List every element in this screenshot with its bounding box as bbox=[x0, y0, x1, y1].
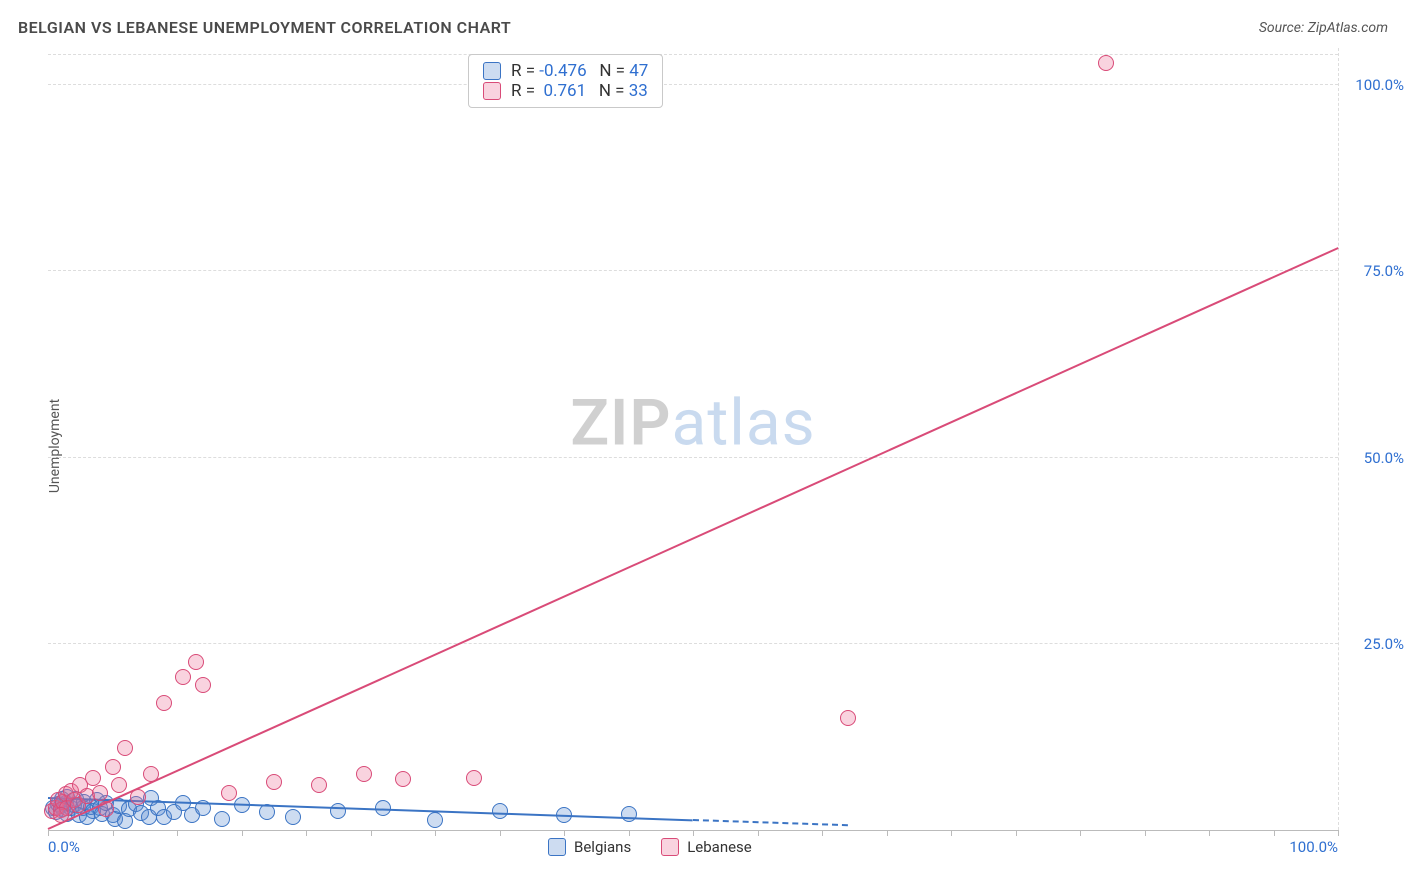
x-tick bbox=[242, 830, 243, 836]
grid-line bbox=[48, 643, 1338, 644]
x-tick bbox=[758, 830, 759, 836]
title-bar: BELGIAN VS LEBANESE UNEMPLOYMENT CORRELA… bbox=[18, 18, 1388, 37]
legend-swatch bbox=[483, 82, 501, 100]
chart-container: BELGIAN VS LEBANESE UNEMPLOYMENT CORRELA… bbox=[0, 0, 1406, 892]
x-tick bbox=[951, 830, 952, 836]
x-tick bbox=[564, 830, 565, 836]
data-point bbox=[105, 759, 121, 775]
stats-legend: R = -0.476 N = 47R = 0.761 N = 33 bbox=[468, 54, 663, 108]
trend-line bbox=[48, 247, 1339, 830]
data-point bbox=[156, 695, 172, 711]
x-tick bbox=[887, 830, 888, 836]
series-legend-label: Belgians bbox=[574, 838, 631, 856]
data-point bbox=[311, 777, 327, 793]
data-point bbox=[111, 777, 127, 793]
x-tick bbox=[306, 830, 307, 836]
data-point bbox=[195, 677, 211, 693]
data-point bbox=[221, 785, 237, 801]
x-tick bbox=[48, 830, 49, 836]
stats-legend-text: R = 0.761 N = 33 bbox=[511, 81, 648, 101]
data-point bbox=[492, 803, 508, 819]
x-tick-label: 100.0% bbox=[1289, 838, 1338, 856]
y-tick-label: 50.0% bbox=[1344, 449, 1404, 467]
data-point bbox=[188, 654, 204, 670]
x-tick bbox=[693, 830, 694, 836]
y-tick-label: 100.0% bbox=[1344, 76, 1404, 94]
grid-line bbox=[1338, 48, 1339, 830]
data-point bbox=[214, 811, 230, 827]
x-tick-label: 0.0% bbox=[48, 838, 80, 856]
data-point bbox=[427, 812, 443, 828]
data-point bbox=[840, 710, 856, 726]
data-point bbox=[356, 766, 372, 782]
x-tick bbox=[435, 830, 436, 836]
series-legend-item: Belgians bbox=[548, 838, 631, 856]
legend-swatch bbox=[661, 838, 679, 856]
x-tick bbox=[371, 830, 372, 836]
data-point bbox=[92, 785, 108, 801]
x-tick bbox=[1080, 830, 1081, 836]
x-tick bbox=[1209, 830, 1210, 836]
grid-line bbox=[48, 84, 1338, 85]
x-tick bbox=[113, 830, 114, 836]
data-point bbox=[175, 669, 191, 685]
x-tick bbox=[822, 830, 823, 836]
data-point bbox=[117, 740, 133, 756]
stats-legend-row: R = 0.761 N = 33 bbox=[483, 81, 648, 101]
x-tick bbox=[1274, 830, 1275, 836]
data-point bbox=[85, 770, 101, 786]
legend-swatch bbox=[548, 838, 566, 856]
stats-legend-row: R = -0.476 N = 47 bbox=[483, 61, 648, 81]
y-tick-label: 25.0% bbox=[1344, 635, 1404, 653]
data-point bbox=[330, 803, 346, 819]
grid-line bbox=[48, 270, 1338, 271]
data-point bbox=[266, 774, 282, 790]
y-tick-label: 75.0% bbox=[1344, 262, 1404, 280]
data-point bbox=[1098, 55, 1114, 71]
series-legend: Belgians Lebanese bbox=[548, 838, 752, 856]
trend-line bbox=[693, 819, 848, 826]
data-point bbox=[285, 809, 301, 825]
x-tick bbox=[1338, 830, 1339, 836]
watermark-strong: ZIP bbox=[570, 386, 671, 461]
stats-legend-text: R = -0.476 N = 47 bbox=[511, 61, 648, 81]
grid-line bbox=[48, 54, 1338, 55]
x-tick bbox=[629, 830, 630, 836]
legend-swatch bbox=[483, 62, 501, 80]
x-tick bbox=[177, 830, 178, 836]
source-attribution: Source: ZipAtlas.com bbox=[1259, 20, 1388, 36]
chart-title: BELGIAN VS LEBANESE UNEMPLOYMENT CORRELA… bbox=[18, 18, 511, 37]
series-legend-item: Lebanese bbox=[661, 838, 752, 856]
data-point bbox=[466, 770, 482, 786]
watermark-light: atlas bbox=[672, 386, 816, 461]
data-point bbox=[395, 771, 411, 787]
plot-area: 25.0%50.0%75.0%100.0%0.0%100.0%ZIPatlasR… bbox=[48, 48, 1338, 831]
watermark: ZIPatlas bbox=[570, 386, 815, 461]
series-legend-label: Lebanese bbox=[687, 838, 752, 856]
grid-line bbox=[48, 457, 1338, 458]
x-tick bbox=[500, 830, 501, 836]
x-tick bbox=[1145, 830, 1146, 836]
x-tick bbox=[1016, 830, 1017, 836]
